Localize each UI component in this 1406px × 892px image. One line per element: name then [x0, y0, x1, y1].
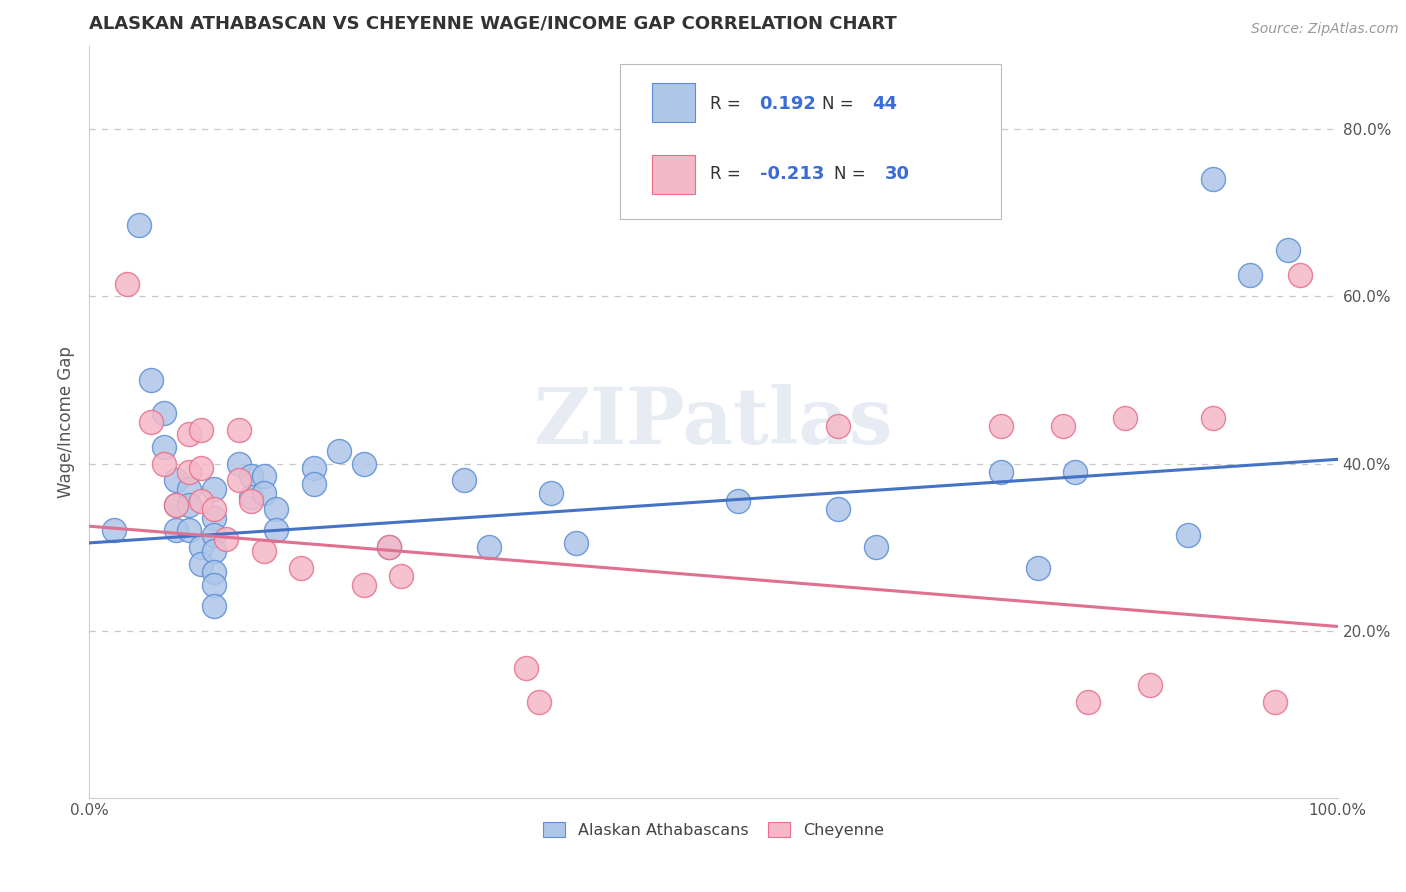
Point — [166, 498, 188, 512]
Point — [328, 444, 350, 458]
Text: R =: R = — [710, 165, 745, 183]
Point — [565, 536, 588, 550]
Text: 0.192: 0.192 — [759, 95, 817, 112]
Point — [153, 457, 176, 471]
Point — [478, 540, 501, 554]
Legend: Alaskan Athabascans, Cheyenne: Alaskan Athabascans, Cheyenne — [534, 814, 891, 847]
Point — [1077, 695, 1099, 709]
Point — [1277, 244, 1299, 258]
Point — [177, 482, 200, 496]
Point — [190, 540, 212, 554]
Point — [266, 524, 288, 538]
Point — [115, 277, 138, 291]
Point — [302, 477, 325, 491]
Point — [202, 502, 225, 516]
FancyBboxPatch shape — [620, 64, 1001, 219]
Point — [202, 527, 225, 541]
Point — [240, 469, 263, 483]
Text: 30: 30 — [884, 165, 910, 183]
Point — [166, 498, 188, 512]
Point — [153, 406, 176, 420]
Text: ALASKAN ATHABASCAN VS CHEYENNE WAGE/INCOME GAP CORRELATION CHART: ALASKAN ATHABASCAN VS CHEYENNE WAGE/INCO… — [89, 15, 897, 33]
Point — [1202, 172, 1225, 186]
Point — [1052, 418, 1074, 433]
Point — [166, 473, 188, 487]
Point — [1026, 561, 1049, 575]
Point — [527, 695, 550, 709]
Point — [453, 473, 475, 487]
Point — [153, 440, 176, 454]
Point — [177, 524, 200, 538]
Point — [266, 502, 288, 516]
Point — [141, 415, 163, 429]
Point — [202, 511, 225, 525]
Point — [228, 457, 250, 471]
Point — [240, 494, 263, 508]
Point — [1139, 678, 1161, 692]
Y-axis label: Wage/Income Gap: Wage/Income Gap — [58, 346, 75, 498]
Text: R =: R = — [710, 95, 745, 112]
Point — [228, 473, 250, 487]
Point — [1289, 268, 1312, 283]
Point — [228, 423, 250, 437]
Point — [1202, 410, 1225, 425]
Text: ZIPatlas: ZIPatlas — [533, 384, 893, 459]
Point — [240, 490, 263, 504]
Point — [389, 569, 412, 583]
Point — [215, 532, 238, 546]
Point — [202, 565, 225, 579]
Point — [990, 418, 1012, 433]
Point — [177, 465, 200, 479]
Point — [990, 465, 1012, 479]
Point — [166, 524, 188, 538]
Point — [515, 661, 537, 675]
Point — [1264, 695, 1286, 709]
Point — [1064, 465, 1087, 479]
Text: N =: N = — [835, 165, 872, 183]
FancyBboxPatch shape — [652, 154, 695, 194]
Point — [190, 557, 212, 571]
Point — [202, 577, 225, 591]
Point — [302, 460, 325, 475]
FancyBboxPatch shape — [652, 83, 695, 122]
Point — [141, 373, 163, 387]
Point — [1239, 268, 1261, 283]
Point — [353, 457, 375, 471]
Point — [177, 498, 200, 512]
Point — [727, 494, 749, 508]
Text: -0.213: -0.213 — [759, 165, 824, 183]
Point — [540, 485, 562, 500]
Point — [377, 540, 399, 554]
Point — [128, 219, 150, 233]
Point — [865, 540, 887, 554]
Point — [1114, 410, 1136, 425]
Point — [290, 561, 312, 575]
Point — [253, 469, 276, 483]
Point — [353, 577, 375, 591]
Point — [177, 427, 200, 442]
Point — [253, 544, 276, 558]
Point — [827, 502, 849, 516]
Point — [202, 482, 225, 496]
Point — [253, 485, 276, 500]
Point — [377, 540, 399, 554]
Point — [827, 418, 849, 433]
Point — [202, 544, 225, 558]
Point — [190, 460, 212, 475]
Point — [103, 524, 125, 538]
Point — [1177, 527, 1199, 541]
Point — [202, 599, 225, 613]
Text: N =: N = — [823, 95, 859, 112]
Point — [190, 494, 212, 508]
Point — [190, 423, 212, 437]
Text: 44: 44 — [872, 95, 897, 112]
Text: Source: ZipAtlas.com: Source: ZipAtlas.com — [1251, 22, 1399, 37]
